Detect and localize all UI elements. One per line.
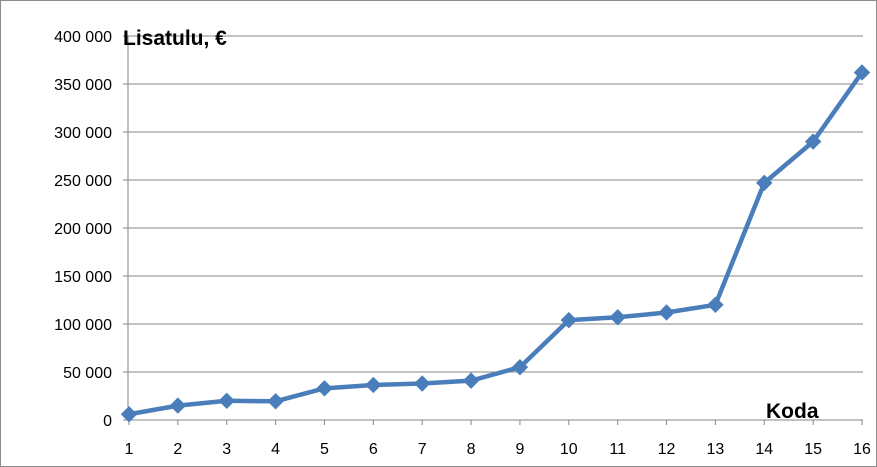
data-point-marker — [316, 380, 333, 397]
x-axis-tick-labels: 1 2 3 4 5 6 7 8 9 10 11 12 13 14 15 16 — [125, 441, 871, 458]
x-tick-label: 4 — [271, 441, 280, 458]
x-tick-label: 14 — [755, 441, 773, 458]
x-tick-label: 8 — [467, 441, 476, 458]
x-tick-label: 13 — [707, 441, 725, 458]
x-tick-label: 6 — [369, 441, 378, 458]
data-point-marker — [218, 392, 235, 410]
y-tick-label: 250 000 — [54, 173, 112, 190]
x-tick-label: 16 — [853, 441, 871, 458]
y-tick-label: 200 000 — [54, 221, 112, 238]
data-point-marker — [560, 311, 578, 329]
data-point-marker — [120, 406, 138, 423]
x-tick-label: 9 — [515, 441, 524, 458]
x-tick-label: 12 — [658, 441, 676, 458]
data-point-marker — [169, 397, 187, 414]
x-tick-label: 10 — [560, 441, 578, 458]
y-tick-label: 400 000 — [54, 29, 112, 46]
data-point-marker — [756, 174, 773, 192]
gridlines — [128, 35, 863, 373]
y-tick-label: 50 000 — [63, 365, 112, 382]
data-point-marker — [804, 133, 822, 150]
data-point-marker — [462, 372, 480, 389]
y-axis-title: Lisatulu, € — [123, 27, 227, 50]
data-point-marker — [511, 358, 529, 376]
axes — [123, 35, 863, 425]
x-tick-label: 2 — [173, 441, 182, 458]
x-tick-label: 5 — [320, 441, 329, 458]
data-point-marker — [658, 304, 675, 321]
x-axis-title: Koda — [766, 400, 819, 423]
y-tick-label: 150 000 — [54, 269, 112, 286]
x-tick-label: 1 — [125, 441, 134, 458]
series-line — [120, 64, 871, 423]
y-tick-label: 350 000 — [54, 77, 112, 94]
y-tick-label: 300 000 — [54, 125, 112, 142]
y-tick-label: 100 000 — [54, 317, 112, 334]
series-line-path — [126, 70, 865, 417]
data-point-marker — [707, 296, 724, 314]
x-tick-label: 7 — [418, 441, 427, 458]
y-tick-label: 0 — [103, 413, 112, 430]
data-point-marker — [267, 393, 284, 410]
data-point-marker — [609, 309, 626, 326]
data-point-marker — [413, 375, 431, 392]
data-point-marker — [853, 64, 871, 81]
x-tick-label: 15 — [804, 441, 822, 458]
y-axis-tick-labels: 0 50 000 100 000 150 000 200 000 250 000 300 0… — [54, 29, 112, 430]
x-tick-label: 11 — [609, 441, 626, 458]
data-point-marker — [365, 376, 382, 394]
x-tick-label: 3 — [222, 441, 231, 458]
